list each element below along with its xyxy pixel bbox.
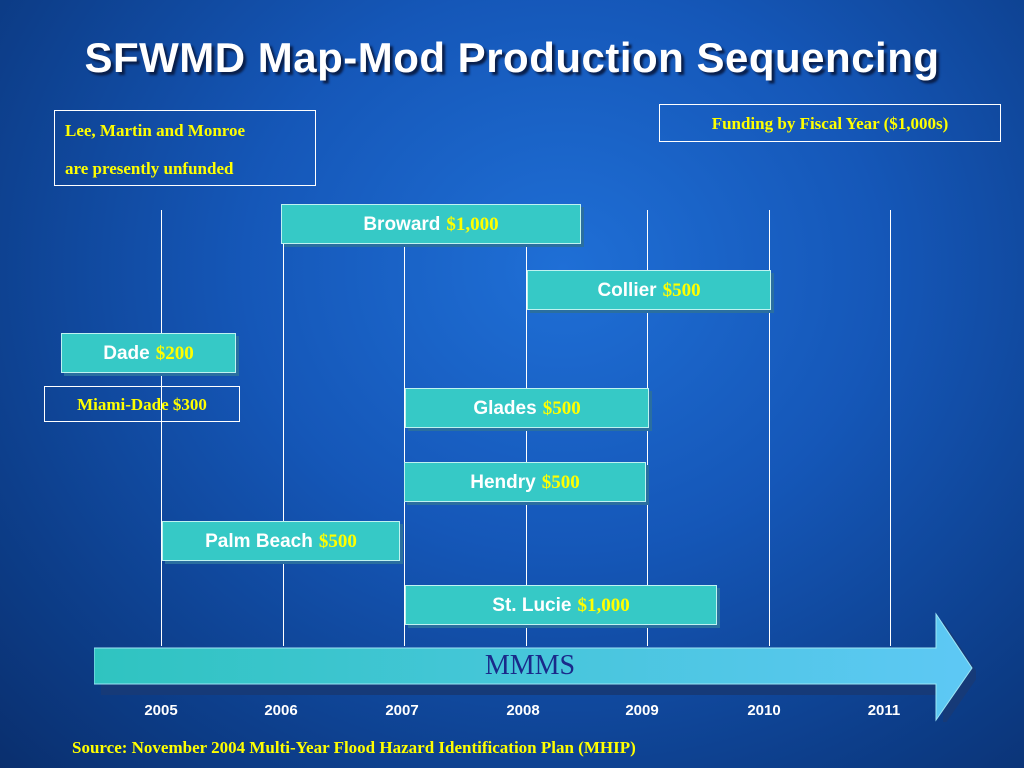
bar-hendry: Hendry $500 xyxy=(404,462,646,502)
mmms-label: MMMS xyxy=(484,650,576,681)
bar-label: St. Lucie xyxy=(492,595,572,616)
bar-cost: $500 xyxy=(662,280,701,301)
unfunded-note: Lee, Martin and Monroe are presently unf… xyxy=(54,110,316,186)
year-label-2008: 2008 xyxy=(506,702,540,719)
bar-st-lucie: St. Lucie $1,000 xyxy=(405,585,717,625)
bar-cost: $500 xyxy=(541,472,580,493)
gridline-2011 xyxy=(890,210,891,646)
bar-cost: $500 xyxy=(542,398,581,419)
mmms-arrow xyxy=(94,612,976,722)
gridline-2010 xyxy=(769,210,770,646)
source-citation: Source: November 2004 Multi-Year Flood H… xyxy=(72,738,636,757)
year-label-2006: 2006 xyxy=(264,702,298,719)
bar-label: Palm Beach xyxy=(205,531,313,552)
bar-palm-beach: Palm Beach $500 xyxy=(162,521,400,561)
bar-label: Broward xyxy=(363,214,441,235)
bar-glades: Glades $500 xyxy=(405,388,649,428)
bar-cost: $1,000 xyxy=(577,595,630,616)
year-label-2007: 2007 xyxy=(385,702,419,719)
gridline-2009 xyxy=(647,210,648,646)
funding-label: Funding by Fiscal Year ($1,000s) xyxy=(659,104,1001,142)
bar-cost: $500 xyxy=(318,531,357,552)
year-label-2009: 2009 xyxy=(625,702,659,719)
bar-collier: Collier $500 xyxy=(527,270,771,310)
bar-label: Hendry xyxy=(470,472,536,493)
bar-cost: $1,000 xyxy=(446,214,499,235)
year-label-2010: 2010 xyxy=(747,702,781,719)
gridline-2008 xyxy=(526,210,527,646)
bar-label: Dade xyxy=(103,343,150,364)
year-label-2011: 2011 xyxy=(867,702,901,719)
miami-dade-label: Miami-Dade $300 xyxy=(44,386,240,422)
gridline-2007 xyxy=(404,210,405,646)
page-title: SFWMD Map-Mod Production Sequencing xyxy=(84,34,940,81)
bar-label: Collier xyxy=(597,280,657,301)
bar-label: Glades xyxy=(473,398,537,419)
unfunded-note-line1: Lee, Martin and Monroe xyxy=(65,121,246,140)
bar-cost: $200 xyxy=(155,343,194,364)
unfunded-note-line2: are presently unfunded xyxy=(65,159,234,178)
gridline-2005 xyxy=(161,210,162,646)
bar-dade: Dade $200 xyxy=(61,333,236,373)
year-label-2005: 2005 xyxy=(144,702,178,719)
gridline-2006 xyxy=(283,210,284,646)
bar-broward: Broward $1,000 xyxy=(281,204,581,244)
